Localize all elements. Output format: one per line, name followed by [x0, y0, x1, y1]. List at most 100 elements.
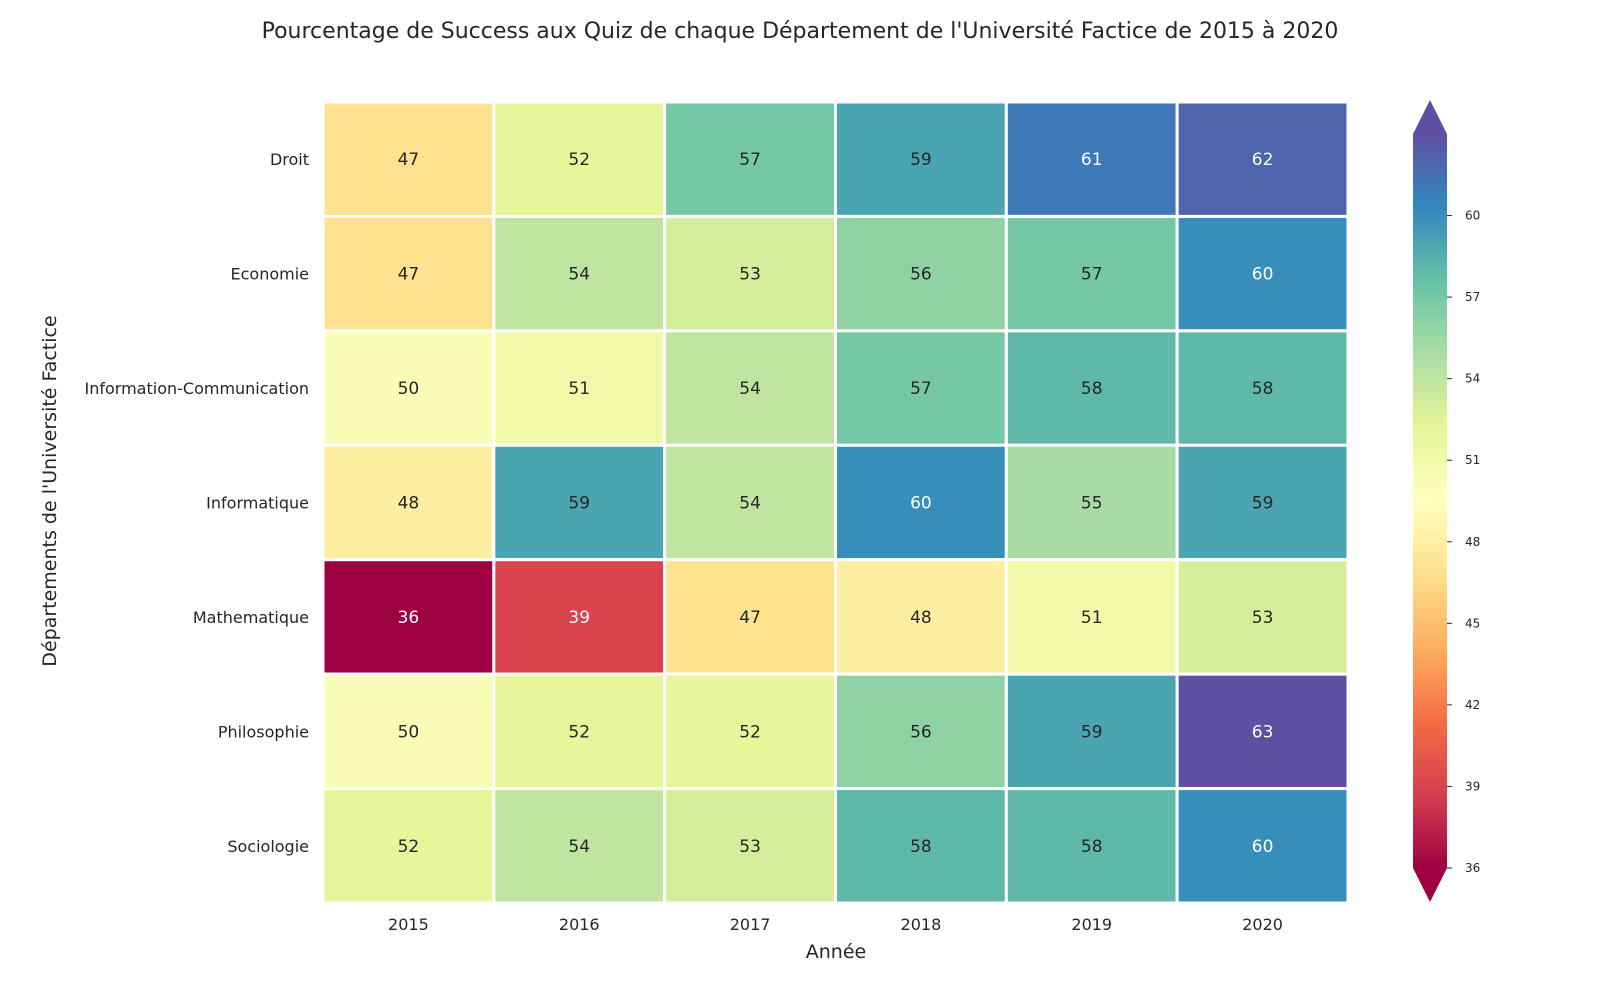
heatmap-cell [1175, 672, 1350, 791]
heatmap-cell [663, 558, 838, 676]
cell-value-label: 59 [1252, 494, 1274, 514]
colorbar-tick-label: 48 [1465, 535, 1480, 549]
heatmap-cell [1175, 787, 1350, 905]
cell-value-label: 52 [568, 722, 590, 742]
colorbar-tick-label: 39 [1465, 779, 1480, 793]
x-tick-label: 2017 [730, 915, 771, 934]
x-axis-label: Année [806, 941, 866, 963]
chart-title: Pourcentage de Success aux Quiz de chaqu… [262, 19, 1339, 44]
y-tick-label: Philosophie [218, 722, 309, 741]
cell-value-label: 51 [568, 379, 590, 399]
y-tick-label: Mathematique [193, 608, 309, 627]
y-axis-ticks: Droit Economie Information-Communication In… [85, 150, 310, 856]
heatmap-cell [1004, 558, 1179, 676]
heatmap-cell [834, 787, 1008, 905]
heatmap-cell [321, 100, 496, 218]
heatmap-cell [492, 100, 667, 218]
heatmap-cell [834, 558, 1008, 676]
heatmap-cell [492, 214, 667, 333]
cell-value-label: 54 [739, 379, 761, 399]
heatmap-cell [1175, 443, 1350, 562]
heatmap-cell [1175, 100, 1350, 218]
heatmap-cell [321, 787, 496, 905]
x-tick-label: 2016 [559, 915, 600, 934]
cell-value-label: 60 [1252, 265, 1274, 285]
x-tick-label: 2020 [1242, 915, 1283, 934]
heatmap-cell [492, 329, 667, 447]
cell-value-label: 47 [398, 265, 420, 285]
y-tick-label: Sociologie [227, 837, 309, 856]
x-tick-label: 2015 [388, 915, 429, 934]
cell-value-label: 51 [1081, 608, 1103, 628]
cell-value-label: 58 [1252, 379, 1274, 399]
colorbar-tick-label: 60 [1465, 209, 1480, 223]
cell-value-label: 60 [1252, 837, 1274, 857]
colorbar: 36 39 42 45 48 51 54 57 60 [1413, 100, 1480, 902]
colorbar-tick-label: 57 [1465, 290, 1480, 304]
cell-value-label: 59 [910, 150, 932, 170]
heatmap-cell [1004, 443, 1179, 562]
y-tick-label: Droit [270, 150, 309, 169]
cell-value-label: 47 [398, 150, 420, 170]
cell-value-label: 54 [568, 265, 590, 285]
heatmap-cell [834, 214, 1008, 333]
cell-value-label: 53 [739, 837, 761, 857]
cell-value-label: 59 [568, 494, 590, 514]
cell-value-label: 50 [398, 722, 420, 742]
cell-value-label: 53 [1252, 608, 1274, 628]
y-tick-label: Informatique [206, 494, 309, 513]
heatmap-cells [321, 100, 1350, 905]
cell-value-label: 63 [1252, 722, 1274, 742]
colorbar-gradient [1413, 134, 1447, 868]
heatmap-cell [663, 443, 838, 562]
heatmap-cell [492, 787, 667, 905]
heatmap-cell [663, 787, 838, 905]
cell-value-label: 54 [568, 837, 590, 857]
cell-value-label: 56 [910, 265, 932, 285]
cell-value-label: 60 [910, 494, 932, 514]
heatmap-cell [834, 443, 1008, 562]
colorbar-tick-label: 54 [1465, 372, 1480, 386]
heatmap-cell [1175, 558, 1350, 676]
colorbar-tick-label: 45 [1465, 616, 1480, 630]
colorbar-extend-max [1413, 100, 1447, 134]
cell-value-label: 53 [739, 265, 761, 285]
x-axis-ticks: 2015 2016 2017 2018 2019 2020 [388, 915, 1283, 934]
cell-value-label: 48 [910, 608, 932, 628]
cell-value-label: 58 [1081, 837, 1103, 857]
cell-value-label: 58 [910, 837, 932, 857]
cell-value-label: 39 [568, 608, 590, 628]
heatmap-cell [1175, 214, 1350, 333]
colorbar-tick-label: 36 [1465, 861, 1480, 875]
cell-value-label: 57 [739, 150, 761, 170]
cell-value-label: 58 [1081, 379, 1103, 399]
x-tick-label: 2018 [901, 915, 942, 934]
colorbar-extend-min [1413, 868, 1447, 902]
colorbar-tick-label: 51 [1465, 453, 1480, 467]
cell-value-label: 48 [398, 494, 420, 514]
cell-value-label: 50 [398, 379, 420, 399]
cell-value-label: 56 [910, 722, 932, 742]
y-axis-label: Départements de l'Université Factice [39, 315, 61, 666]
x-tick-label: 2019 [1071, 915, 1112, 934]
heatmap-cell [321, 443, 496, 562]
y-tick-label: Economie [231, 265, 310, 284]
heatmap-cell [834, 329, 1008, 447]
cell-value-label: 54 [739, 494, 761, 514]
cell-value-label: 62 [1252, 150, 1274, 170]
cell-value-label: 36 [398, 608, 420, 628]
heatmap-cell [1004, 329, 1179, 447]
cell-value-label: 59 [1081, 722, 1103, 742]
cell-value-label: 55 [1081, 494, 1103, 514]
cell-value-label: 57 [1081, 265, 1103, 285]
heatmap-cell [1175, 329, 1350, 447]
heatmap-cell [492, 443, 667, 562]
heatmap-cell-labels: 47 52 57 59 61 62 47 54 53 56 57 60 50 51 54 57 58 58 48 59… [398, 150, 1274, 857]
cell-value-label: 52 [739, 722, 761, 742]
cell-value-label: 52 [398, 837, 420, 857]
cell-value-label: 61 [1081, 150, 1103, 170]
heatmap-cell [321, 672, 496, 791]
cell-value-label: 47 [739, 608, 761, 628]
